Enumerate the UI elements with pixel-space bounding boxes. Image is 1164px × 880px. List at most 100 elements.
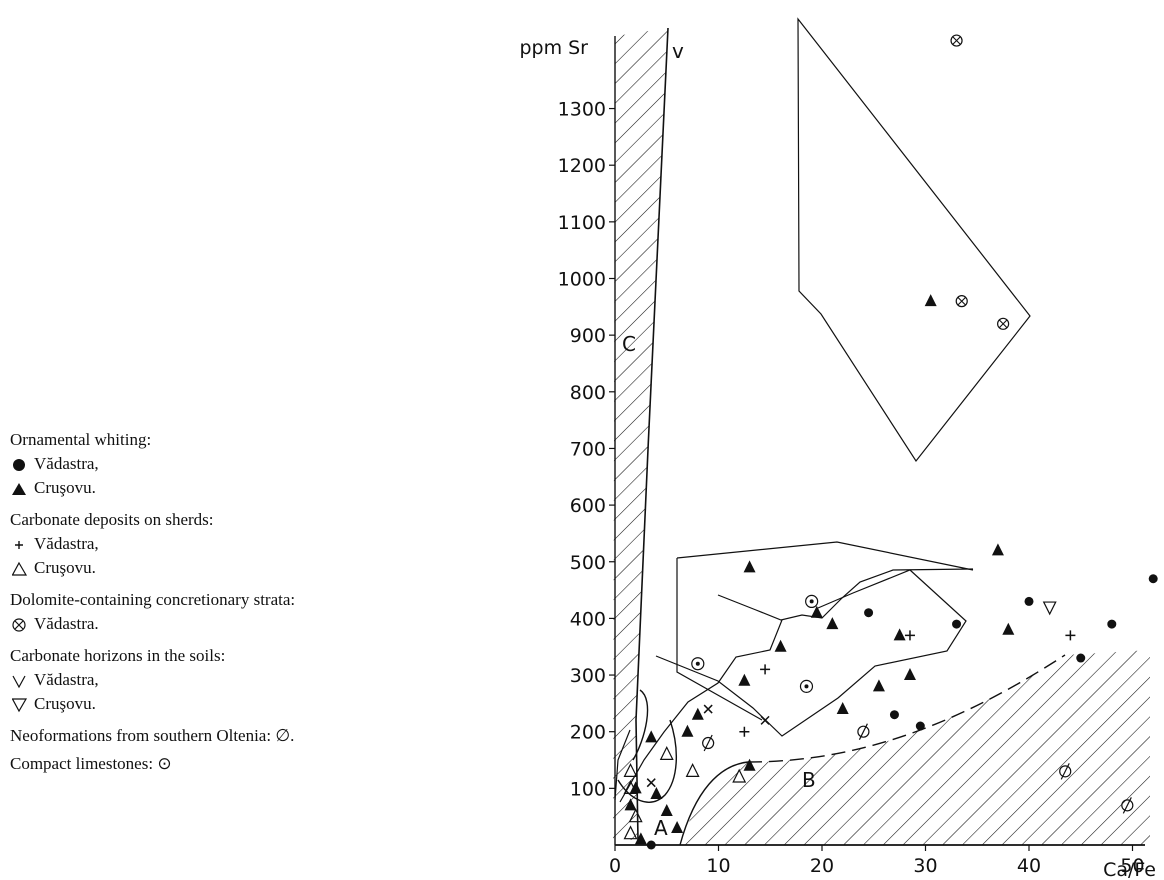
open-triangle-point: [623, 763, 638, 777]
filled-triangle-point: [691, 707, 704, 720]
y-tick: 800: [570, 382, 615, 404]
dot-circle-point: [805, 594, 819, 609]
area-label-c: C: [622, 332, 636, 356]
whiting-envelope-5: [614, 729, 631, 801]
legend-group-ornamental-whiting: Ornamental whiting: Vădastra, Cruşovu.: [10, 428, 430, 500]
x-tick: 40: [1017, 845, 1041, 877]
filled-circle-point: [915, 721, 925, 731]
plus-series: [739, 630, 1076, 737]
y-tick: 200: [570, 722, 615, 744]
legend-limestones: Compact limestones: ⊙: [10, 754, 172, 773]
empty-set-point: [702, 734, 715, 752]
filled-triangle-series: [624, 294, 1015, 845]
zone-a-curve: [617, 719, 678, 803]
y-tick: 100: [570, 778, 615, 800]
x-tick-label: 0: [609, 855, 621, 877]
y-tick-label: 400: [570, 608, 606, 630]
legend-neoformations: Neoformations from southern Oltenia: ∅.: [10, 726, 295, 745]
y-tick: 700: [570, 438, 615, 460]
plus-point: [760, 664, 771, 675]
open-triangle-point: [628, 808, 643, 823]
dot-circle-series: [691, 594, 819, 693]
legend-item: Cruşovu.: [10, 556, 430, 580]
cross-series: [646, 704, 770, 788]
filled-triangle-point: [671, 821, 684, 834]
filled-circle-point: [646, 840, 656, 850]
zone-c-boundary: [635, 27, 669, 841]
circled-cross-icon: [12, 612, 34, 636]
cross-point: [646, 778, 656, 788]
legend-group-carbonate-deposits: Carbonate deposits on sherds: Vădastra, …: [10, 508, 430, 580]
empty-set-point: [1121, 797, 1134, 814]
dot-circle-point: [799, 679, 814, 693]
y-tick-label: 1100: [558, 212, 606, 234]
x-tick: 0: [609, 845, 621, 877]
open-triangle-point: [732, 768, 747, 783]
legend-item-label: Cruşovu.: [34, 478, 96, 497]
y-tick: 1000: [558, 269, 615, 291]
x-tick-label: 30: [913, 855, 937, 877]
filled-triangle-point: [634, 832, 647, 845]
whiting-envelope-3: [717, 568, 974, 621]
legend-item: Vădastra,: [10, 452, 430, 476]
filled-triangle-point: [743, 560, 756, 573]
legend-item-label: Vădastra,: [34, 670, 99, 689]
filled-triangle-point: [738, 673, 751, 686]
open-triangle-series: [623, 746, 747, 840]
open-triangle-point: [659, 746, 674, 760]
legend-group-title: Dolomite-containing concretionary strata…: [10, 590, 296, 609]
filled-triangle-point: [624, 798, 637, 811]
filled-triangle-point: [650, 787, 663, 800]
curve-label-v: v: [672, 39, 684, 63]
legend-group-carbonate-horizons: Carbonate horizons in the soils: Vădastr…: [10, 644, 430, 716]
zone-a-boundary: [632, 689, 649, 761]
hatched-zone-c: [613, 28, 668, 840]
plus-point: [1065, 630, 1076, 641]
y-tick-label: 600: [570, 495, 606, 517]
filled-triangle-point: [681, 724, 694, 737]
y-tick: 500: [570, 552, 615, 574]
x-tick-label: 50: [1120, 855, 1144, 877]
filled-triangle-point: [629, 781, 642, 794]
y-tick: 900: [570, 325, 615, 347]
y-tick-label: 300: [570, 665, 606, 687]
empty-set-point: [857, 723, 870, 740]
filled-triangle-point: [1002, 622, 1015, 635]
circled-cross-point: [950, 34, 963, 47]
legend-group-title: Carbonate deposits on sherds:: [10, 510, 214, 529]
open-triangle-point: [623, 780, 638, 794]
legend-item-label: Vădastra,: [34, 534, 99, 553]
circled-cross-point: [955, 295, 968, 308]
filled-triangle-icon: [12, 476, 34, 500]
y-axis-title: ppm Sr: [520, 37, 588, 59]
whiting-envelope-4: [619, 619, 783, 803]
filled-triangle-point: [991, 543, 1004, 556]
x-tick: 50: [1120, 845, 1145, 877]
zone-b-boundary: [747, 654, 1066, 763]
filled-circle-point: [1024, 596, 1034, 606]
y-tick-label: 900: [570, 325, 606, 347]
filled-circle-point: [1107, 619, 1117, 629]
filled-circle-point: [889, 710, 899, 720]
filled-triangle-point: [774, 639, 787, 652]
whiting-envelope-2: [655, 569, 967, 737]
y-tick-label: 700: [570, 438, 606, 460]
y-tick: 1300: [558, 99, 615, 121]
whiting-envelope-1: [676, 541, 974, 721]
cross-point: [760, 715, 770, 725]
x-tick-label: 40: [1017, 855, 1041, 877]
y-tick-label: 100: [570, 778, 606, 800]
y-tick-label: 1300: [558, 99, 606, 121]
filled-triangle-point: [826, 617, 839, 630]
x-tick: 10: [706, 845, 731, 877]
open-triangle-point: [685, 763, 700, 777]
hatched-zone-b: [680, 650, 1150, 845]
y-tick-label: 1200: [558, 155, 606, 177]
filled-circle-point: [952, 619, 962, 629]
area-label-a: A: [654, 816, 668, 840]
y-tick-label: 200: [570, 722, 606, 744]
y-tick-label: 1000: [558, 269, 606, 291]
filled-triangle-point: [810, 605, 823, 618]
open-triangle-icon: [11, 556, 34, 580]
plus-point: [739, 726, 750, 737]
